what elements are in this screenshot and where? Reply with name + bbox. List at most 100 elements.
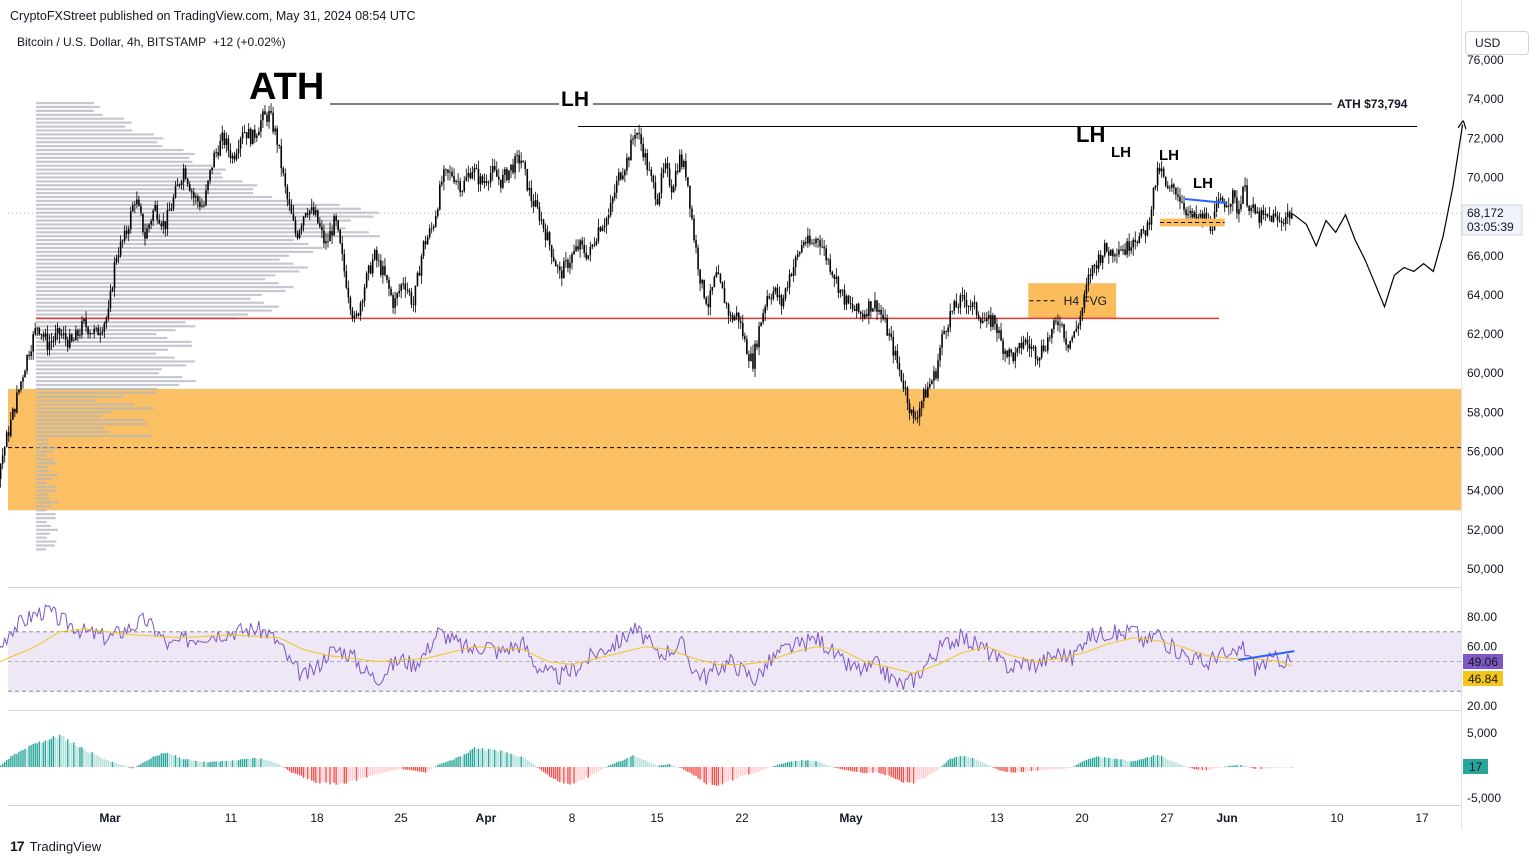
candle-body <box>447 169 449 173</box>
candle-body <box>644 153 646 158</box>
macd-histogram-bar <box>986 764 988 767</box>
macd-histogram-bar <box>770 767 772 768</box>
candle-body <box>849 303 852 304</box>
volume-profile-bar <box>36 293 262 297</box>
candle-body <box>203 204 205 206</box>
candle-body <box>144 232 146 239</box>
macd-histogram-bar <box>1171 760 1173 767</box>
candle-body <box>1264 213 1267 215</box>
candle-body <box>723 288 726 304</box>
macd-histogram-bar <box>160 753 162 767</box>
macd-histogram-bar <box>506 752 508 767</box>
macd-histogram-bar <box>973 758 976 767</box>
candle-body <box>1069 340 1071 349</box>
candle-body <box>266 114 268 122</box>
macd-histogram-bar <box>546 767 549 775</box>
macd-histogram-bar <box>205 762 207 767</box>
macd-histogram-bar <box>50 738 53 767</box>
candle-body <box>829 259 832 272</box>
candle-body <box>1223 202 1226 208</box>
candle-body <box>654 182 657 200</box>
candle-body <box>798 252 801 255</box>
candle-body <box>64 333 67 340</box>
macd-histogram-bar <box>864 767 866 773</box>
time-axis-tick: 8 <box>569 811 576 825</box>
candle-body <box>227 138 230 151</box>
candle-body <box>516 155 518 157</box>
h4-fvg-box <box>1028 283 1117 319</box>
macd-histogram-bar <box>559 767 561 783</box>
candle-body <box>294 220 297 234</box>
candle-body <box>36 327 39 329</box>
candle-body <box>542 219 545 229</box>
macd-histogram-bar <box>449 760 451 767</box>
macd-histogram-bar <box>341 767 343 783</box>
macd-histogram-bar <box>585 767 587 778</box>
macd-histogram-bar <box>65 741 67 767</box>
macd-histogram-bar <box>489 748 492 767</box>
candle-body <box>378 260 380 262</box>
volume-profile-bar <box>36 407 154 410</box>
macd-histogram-bar <box>575 767 577 784</box>
tradingview-logo[interactable]: 17 TradingView <box>10 838 101 854</box>
macd-histogram-bar <box>219 761 221 767</box>
macd-histogram-bar <box>1187 767 1189 768</box>
candle-body <box>288 199 291 205</box>
macd-histogram-bar <box>597 767 600 772</box>
macd-histogram-bar <box>1226 766 1228 767</box>
candle-body <box>164 221 167 230</box>
candle-body <box>1274 213 1277 216</box>
macd-histogram-bar <box>485 750 488 767</box>
macd-histogram-bar <box>280 765 282 767</box>
candle-body <box>1240 203 1242 210</box>
candle-body <box>75 330 77 341</box>
volume-profile-bar <box>36 152 195 156</box>
volume-profile-bar <box>36 524 52 528</box>
volume-profile-bar <box>36 399 97 402</box>
candle-body <box>782 298 785 307</box>
currency-button[interactable]: USD <box>1465 31 1529 55</box>
price-axis-tick: 52,000 <box>1467 523 1504 537</box>
macd-histogram-bar <box>113 762 116 767</box>
macd-histogram-bar <box>1256 767 1258 769</box>
price-axis-tick: 62,000 <box>1467 327 1504 341</box>
candle-body <box>107 308 110 318</box>
symbol-legend[interactable]: Bitcoin / U.S. Dollar, 4h, BITSTAMP +12 … <box>17 35 286 49</box>
candle-body <box>1187 213 1189 216</box>
candle-body <box>764 306 766 314</box>
candle-body <box>498 176 500 180</box>
candle-body <box>1288 211 1291 219</box>
volume-profile-bar <box>36 360 196 363</box>
macd-histogram-bar <box>396 767 398 770</box>
candle-body <box>831 271 834 276</box>
macd-histogram-bar <box>719 767 722 784</box>
candle-body <box>461 191 463 193</box>
macd-histogram-bar <box>876 767 878 773</box>
candle-body <box>125 230 128 234</box>
macd-histogram-bar <box>689 767 691 773</box>
macd-histogram-bar <box>1079 762 1082 767</box>
candle-body <box>664 163 667 169</box>
macd-histogram-bar <box>465 753 467 767</box>
macd-histogram-bar <box>740 767 742 777</box>
macd-histogram-bar <box>1097 756 1100 767</box>
macd-histogram-bar <box>479 749 482 767</box>
candle-body <box>1124 249 1126 255</box>
volume-profile-bar <box>36 282 279 285</box>
candle-body <box>1093 264 1096 266</box>
macd-histogram-bar <box>1165 758 1167 767</box>
candle-body <box>776 287 779 298</box>
macd-histogram-bar <box>565 767 567 783</box>
macd-histogram-bar <box>1177 763 1179 767</box>
macd-histogram-bar <box>221 760 223 767</box>
candle-body <box>1254 204 1256 214</box>
candle-body <box>847 295 850 304</box>
macd-histogram-bar <box>1083 760 1086 767</box>
candle-body <box>1118 249 1120 255</box>
candle-body <box>536 200 539 208</box>
price-axis-tick: 60,000 <box>1467 366 1504 380</box>
volume-profile-bar <box>36 325 196 328</box>
macd-histogram-bar <box>1148 757 1151 767</box>
candle-body <box>1260 210 1263 223</box>
